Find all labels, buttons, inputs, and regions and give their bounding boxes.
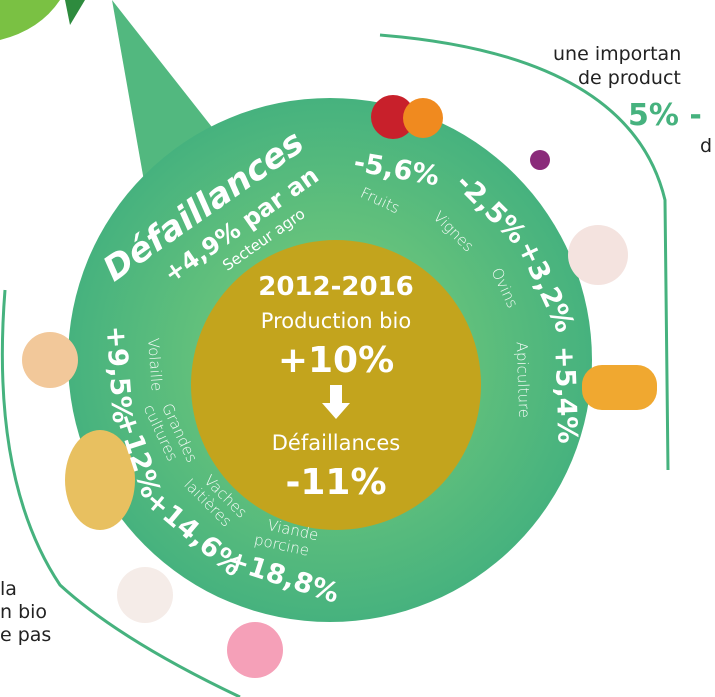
segment-value: +5,4% xyxy=(548,345,582,444)
segment-value-group: +9,5% xyxy=(100,325,138,424)
center-value: -11% xyxy=(285,462,386,503)
segment-label-group: Apiculture xyxy=(513,341,534,418)
footer-line: la xyxy=(0,578,17,600)
icons xyxy=(22,95,657,678)
center-label: Défaillances xyxy=(272,431,400,455)
footer-line: e pas xyxy=(0,624,51,646)
header-tail: d xyxy=(700,135,712,157)
ring-outline xyxy=(0,289,241,697)
segment-value-group: +5,4% xyxy=(548,345,582,444)
header-line: de product xyxy=(578,67,681,89)
header-line: une importan xyxy=(553,43,681,65)
center-value: +10% xyxy=(278,340,394,381)
leaf xyxy=(0,0,60,40)
ring-outline xyxy=(379,33,670,471)
segment-label: Apiculture xyxy=(513,341,534,418)
segment-label-group: Volaille xyxy=(144,337,166,392)
center-label: Production bio xyxy=(261,309,411,333)
footer-line: n bio xyxy=(0,601,47,623)
header-highlight: 5% - xyxy=(628,98,702,133)
segment-label: Volaille xyxy=(144,337,166,392)
segment-value: +9,5% xyxy=(100,325,138,424)
arrow xyxy=(322,385,350,419)
center-period: 2012-2016 xyxy=(258,272,414,302)
leaf xyxy=(65,0,85,25)
